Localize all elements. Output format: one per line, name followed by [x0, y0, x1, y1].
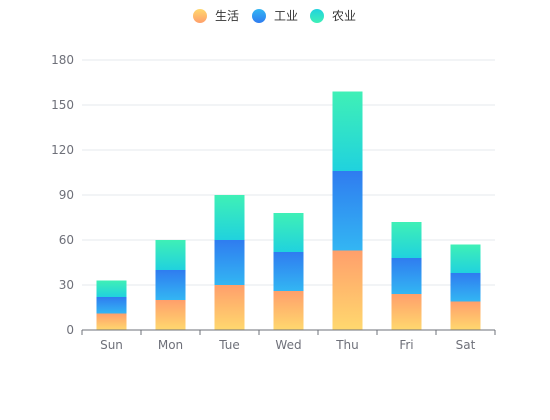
bar-工业-Mon[interactable] [155, 270, 186, 300]
bar-生活-Wed[interactable] [273, 291, 304, 330]
bar-农业-Wed[interactable] [273, 213, 304, 252]
y-tick-label-6: 180 [51, 53, 74, 67]
bar-农业-Sun[interactable] [96, 280, 127, 298]
bar-农业-Tue[interactable] [214, 195, 245, 240]
y-tick-label-1: 30 [59, 278, 74, 292]
bar-工业-Fri[interactable] [391, 258, 422, 294]
y-tick-label-0: 0 [66, 323, 74, 337]
legend-label-2[interactable]: 农业 [332, 9, 356, 23]
bar-工业-Tue[interactable] [214, 240, 245, 285]
bar-工业-Wed[interactable] [273, 252, 304, 291]
x-tick-label-5: Fri [399, 338, 413, 352]
x-tick-label-3: Wed [275, 338, 301, 352]
bar-生活-Thu[interactable] [332, 250, 363, 331]
x-tick-label-4: Thu [335, 338, 359, 352]
x-tick-label-6: Sat [456, 338, 476, 352]
bar-工业-Sat[interactable] [450, 273, 481, 302]
bar-农业-Thu[interactable] [332, 91, 363, 172]
legend-label-1[interactable]: 工业 [274, 9, 298, 23]
y-tick-label-2: 60 [59, 233, 74, 247]
bar-农业-Sat[interactable] [450, 244, 481, 274]
bar-生活-Sat[interactable] [450, 301, 481, 331]
legend-marker-1[interactable] [252, 9, 266, 23]
legend-marker-0[interactable] [193, 9, 207, 23]
y-tick-label-3: 90 [59, 188, 74, 202]
legend-marker-2[interactable] [310, 9, 324, 23]
bar-农业-Mon[interactable] [155, 240, 186, 270]
bar-工业-Thu[interactable] [332, 171, 363, 251]
x-tick-label-2: Tue [218, 338, 240, 352]
bar-生活-Fri[interactable] [391, 294, 422, 330]
x-tick-label-0: Sun [100, 338, 123, 352]
bar-生活-Mon[interactable] [155, 300, 186, 330]
bars [96, 91, 481, 331]
bar-生活-Tue[interactable] [214, 285, 245, 330]
legend-label-0[interactable]: 生活 [215, 9, 239, 23]
axes: 0 30 60 90 120 150 180 Sun Mon Tue Wed Thu Fri Sat [51, 53, 496, 352]
grid [82, 59, 495, 286]
y-tick-label-5: 150 [51, 98, 74, 112]
legend: 生活 工业 农业 [193, 9, 356, 23]
bar-生活-Sun[interactable] [96, 313, 127, 331]
bar-工业-Sun[interactable] [96, 297, 127, 314]
y-tick-label-4: 120 [51, 143, 74, 157]
x-tick-label-1: Mon [158, 338, 183, 352]
bar-农业-Fri[interactable] [391, 222, 422, 258]
